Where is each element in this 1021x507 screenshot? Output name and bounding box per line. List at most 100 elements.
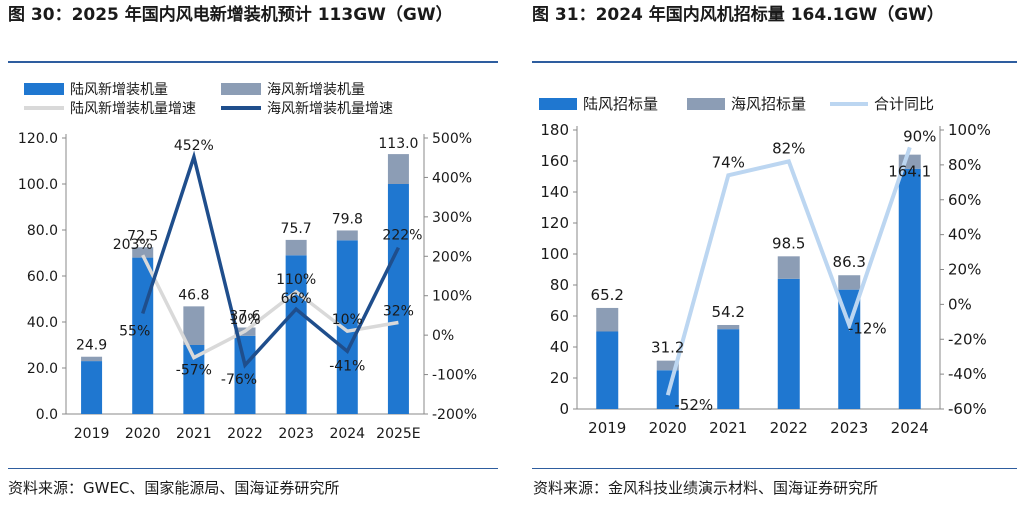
bar-total-label: 65.2	[591, 286, 624, 304]
right-y-tick-label: 40%	[948, 226, 981, 244]
left-y-tick-label: 120.0	[18, 131, 58, 147]
left-y-tick-label: 120	[540, 214, 569, 232]
bar-total-label: 113.0	[378, 136, 418, 152]
left-y-tick-label: 0.0	[36, 407, 58, 423]
offshore-bar	[183, 306, 205, 345]
offshore-growth-line-value-label: -41%	[329, 358, 365, 374]
left-y-tick-label: 40	[550, 338, 569, 356]
onshore-growth-line-value-label: 203%	[113, 237, 153, 253]
offshore-bar	[81, 356, 103, 362]
left-y-tick-label: 180	[540, 121, 569, 139]
onshore-bar	[387, 184, 409, 414]
onshore-bar	[336, 240, 358, 414]
right-y-tick-label: 20%	[948, 261, 981, 279]
right-y-tick-label: 0%	[948, 295, 972, 313]
legend-label: 海风新增装机量增速	[267, 101, 393, 117]
offshore-growth-line-value-label: 452%	[174, 138, 214, 154]
offshore-growth-line-value-label: 66%	[281, 291, 312, 307]
left-y-tick-label: 100.0	[18, 177, 58, 193]
right-title-rule	[532, 61, 1017, 63]
right-y-tick-label: 100%	[432, 289, 472, 305]
bar-total-label: 86.3	[833, 253, 866, 271]
left-figure-title: 图 30：2025 年国内风电新增装机预计 113GW（GW）	[8, 5, 453, 25]
onshore-bar	[717, 329, 740, 409]
legend-label: 海风招标量	[731, 95, 806, 113]
legend-label: 合计同比	[874, 95, 934, 113]
offshore-bar	[336, 230, 358, 241]
left-y-tick-label: 20.0	[27, 361, 58, 377]
x-category-label: 2022	[770, 419, 808, 437]
onshore-growth-line-value-label: 110%	[276, 272, 316, 288]
offshore-bar	[596, 307, 619, 332]
offshore-bar	[656, 360, 679, 371]
total-growth-line	[665, 146, 912, 396]
bar-total-label: 79.8	[332, 211, 363, 227]
onshore-growth-line-value-label: 10%	[229, 312, 260, 328]
right-y-tick-label: -40%	[948, 365, 987, 383]
right-y-tick-label: 200%	[432, 249, 472, 265]
x-category-label: 2021	[709, 419, 747, 437]
onshore-bar	[234, 335, 256, 414]
offshore-bar	[387, 154, 409, 184]
left-y-tick-label: 140	[540, 183, 569, 201]
legend-label: 海风新增装机量	[267, 82, 365, 98]
right-y-tick-label: 80%	[948, 156, 981, 174]
left-title-rule	[8, 61, 498, 63]
legend-swatch	[221, 83, 261, 95]
x-category-label: 2020	[649, 419, 687, 437]
onshore-growth-line-value-label: 32%	[383, 304, 414, 320]
right-y-tick-label: 300%	[432, 210, 472, 226]
x-category-label: 2019	[588, 419, 626, 437]
legend-swatch	[24, 83, 64, 95]
right-figure-title: 图 31：2024 年国内风机招标量 164.1GW（GW）	[532, 5, 944, 25]
left-y-tick-label: 160	[540, 152, 569, 170]
offshore-bar	[132, 247, 154, 258]
offshore-bar	[285, 239, 307, 256]
onshore-bar	[838, 289, 861, 409]
left-y-tick-label: 80	[550, 276, 569, 294]
left-y-tick-label: 60.0	[27, 269, 58, 285]
offshore-growth-line-value-label: 55%	[119, 323, 150, 339]
x-category-label: 2024	[891, 419, 929, 437]
onshore-bar	[183, 345, 205, 414]
right-y-tick-label: -200%	[432, 407, 477, 423]
left-y-tick-label: 20	[550, 369, 569, 387]
bar-total-label: 31.2	[651, 339, 684, 357]
x-category-label: 2019	[74, 426, 110, 442]
bar-total-label: 164.1	[888, 163, 931, 181]
right-y-tick-label: 0%	[432, 328, 454, 344]
total-growth-line-value-label: 82%	[772, 139, 805, 157]
left-installation-chart: 0.0 20.0 40.0 60.0 80.0 100.0 120.0 -200% -100% 0…	[18, 82, 477, 442]
x-category-label: 2023	[830, 419, 868, 437]
onshore-bar	[596, 331, 619, 409]
total-growth-line-value-label: -12%	[848, 319, 887, 337]
offshore-bar	[717, 324, 740, 330]
right-tender-chart: 0 20 40 60 80 100 120 140 160 180 -60% -40% -20% 0% 20…	[539, 95, 991, 437]
x-category-label: 2025E	[376, 426, 420, 442]
left-y-tick-label: 60	[550, 307, 569, 325]
legend-swatch	[687, 98, 725, 110]
legend-label: 陆风招标量	[583, 95, 658, 113]
bar-total-label: 75.7	[281, 221, 312, 237]
left-y-tick-label: 100	[540, 245, 569, 263]
right-y-tick-label: 100%	[948, 121, 991, 139]
offshore-bar	[777, 256, 800, 279]
onshore-growth-line-value-label: -57%	[176, 363, 212, 379]
bar-total-label: 72.5	[127, 228, 158, 244]
bar-total-label: 37.6	[229, 309, 260, 325]
legend-label: 陆风新增装机量增速	[70, 101, 196, 117]
left-source-rule	[8, 468, 498, 469]
bar-total-label: 54.2	[712, 303, 745, 321]
onshore-bar	[81, 361, 103, 414]
right-y-tick-label: -100%	[432, 368, 477, 384]
total-growth-line-value-label: 90%	[903, 127, 936, 145]
x-category-label: 2023	[278, 426, 314, 442]
right-source-note: 资料来源：金风科技业绩演示材料、国海证券研究所	[533, 479, 879, 497]
onshore-bar	[898, 168, 921, 409]
x-category-label: 2022	[227, 426, 263, 442]
bar-total-label: 46.8	[178, 287, 209, 303]
right-y-tick-label: 400%	[432, 170, 472, 186]
legend-swatch	[539, 98, 577, 110]
right-y-tick-label: -60%	[948, 400, 987, 418]
right-y-tick-label: 60%	[948, 191, 981, 209]
